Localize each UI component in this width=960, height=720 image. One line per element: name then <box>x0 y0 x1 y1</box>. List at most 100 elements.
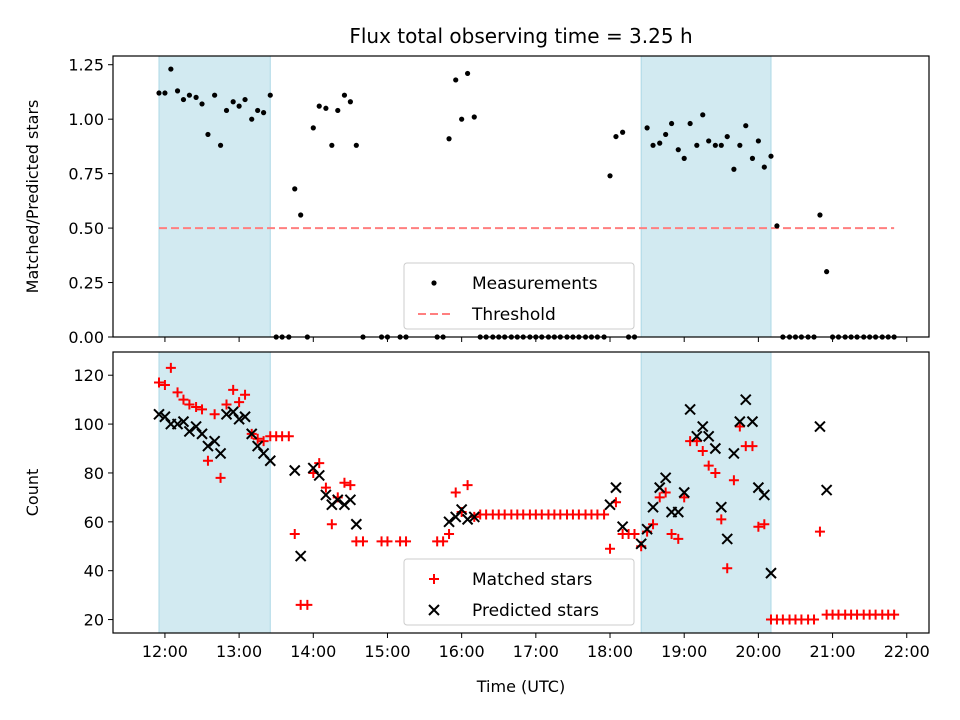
predicted-star-point <box>746 415 759 428</box>
predicted-star-point <box>332 494 344 506</box>
legend: Measurements Threshold <box>403 262 635 330</box>
measurement-point <box>657 140 663 146</box>
legend-marker <box>431 280 437 286</box>
measurement-point <box>459 116 465 122</box>
matched-star-point <box>599 509 610 520</box>
predicted-star-point <box>246 428 258 440</box>
predicted-star-point <box>183 425 196 438</box>
y-tick-label: 20 <box>84 611 104 630</box>
shaded-interval <box>158 351 271 634</box>
measurement-point <box>347 99 353 105</box>
measurement-point <box>298 212 304 218</box>
measurement-point <box>341 92 348 98</box>
measurement-point <box>712 142 718 148</box>
measurement-point <box>156 90 162 96</box>
panel-2: 20 40 60 80 100 120 12:00 13:00 14:00 15:00 16:00 1… <box>23 351 930 661</box>
predicted-star-point <box>313 469 325 482</box>
predicted-star-point <box>177 415 190 428</box>
matched-star-point <box>710 467 721 478</box>
predicted-star-point <box>691 430 703 443</box>
measurement-point <box>644 125 650 131</box>
measurement-point <box>817 212 823 218</box>
measurement-point <box>255 107 261 114</box>
chart-title: Flux total observing time = 3.25 h <box>349 24 692 48</box>
matched-star-point <box>178 394 189 405</box>
x-tick-label: 13:00 <box>216 642 262 661</box>
measurement-point <box>755 138 761 144</box>
axes-frame <box>112 351 930 634</box>
plot-layer: 0.00 0.25 0.50 0.75 1.00 1.25 Matched/Predicte… <box>23 55 930 661</box>
measurement-point <box>310 125 316 131</box>
predicted-star-point <box>264 455 276 467</box>
measurement-point <box>743 123 749 129</box>
predicted-star-point <box>468 511 480 523</box>
measurement-point <box>236 103 242 109</box>
measurement-point <box>749 155 756 161</box>
predicted-star-point <box>659 472 672 484</box>
measurement-point <box>335 107 341 114</box>
matched-star-point <box>666 529 677 540</box>
legend-box <box>403 558 635 626</box>
predicted-star-point <box>697 420 709 433</box>
measurement-point <box>731 166 737 172</box>
measurement-point <box>323 105 329 111</box>
predicted-star-point <box>734 415 746 428</box>
y-tick-label: 0.25 <box>68 274 104 293</box>
matched-star-point <box>357 536 368 547</box>
x-axis-label: Time (UTC) <box>476 677 565 696</box>
predicted-star-point <box>461 513 474 526</box>
matched-star-point <box>462 480 473 491</box>
predicted-star-point <box>721 533 733 545</box>
predicted-star-point <box>208 435 221 447</box>
measurement-point <box>453 77 459 83</box>
legend-marker <box>428 604 440 616</box>
matched-star-point <box>814 526 825 537</box>
measurement-point <box>242 96 248 103</box>
x-tick-label: 21:00 <box>810 642 856 661</box>
x-tick-label: 20:00 <box>735 642 781 661</box>
predicted-star-point <box>233 413 245 425</box>
x-tick-label: 16:00 <box>439 642 485 661</box>
measurement-point <box>212 92 218 98</box>
predicted-star-point <box>153 408 165 421</box>
measurement-point <box>718 142 724 148</box>
predicted-star-point <box>758 489 771 501</box>
matched-star-point <box>302 599 313 610</box>
predicted-star-point <box>344 494 357 506</box>
matched-star-point <box>320 482 331 493</box>
predicted-star-point <box>350 518 363 530</box>
matched-star-point <box>314 458 325 469</box>
predicted-star-point <box>320 489 332 501</box>
predicted-star-point <box>641 523 653 535</box>
measurement-point <box>761 164 767 170</box>
measurement-point <box>199 101 205 107</box>
measurement-point <box>260 110 267 116</box>
predicted-star-point <box>715 501 727 513</box>
matched-star-point <box>382 536 393 547</box>
y-tick-label: 0.00 <box>68 328 104 347</box>
y-axis-label: Matched/Predicted stars <box>23 100 42 294</box>
matched-star-point <box>716 514 727 525</box>
predicted-star-point <box>455 503 468 516</box>
measurement-point <box>249 116 255 122</box>
predicted-star-point <box>196 428 208 440</box>
measurement-point <box>168 66 174 72</box>
predicted-star-point <box>728 447 740 460</box>
matched-star-point <box>728 475 739 486</box>
y-axis-label: Count <box>23 469 42 517</box>
matched-star-point <box>654 492 665 503</box>
predicted-star-point <box>214 447 227 460</box>
legend-label: Predicted stars <box>472 601 599 621</box>
matched-star-point <box>283 431 294 442</box>
legend-label: Matched stars <box>472 570 592 590</box>
legend: Matched stars Predicted stars <box>403 558 635 626</box>
measurement-point <box>464 70 471 77</box>
y-tick-label: 80 <box>84 464 104 483</box>
measurement-point <box>663 131 669 138</box>
legend-box <box>403 262 635 330</box>
matched-star-point <box>184 399 195 410</box>
matched-star-point <box>438 536 449 547</box>
x-tick-label: 18:00 <box>587 642 633 661</box>
predicted-star-point <box>239 411 251 423</box>
